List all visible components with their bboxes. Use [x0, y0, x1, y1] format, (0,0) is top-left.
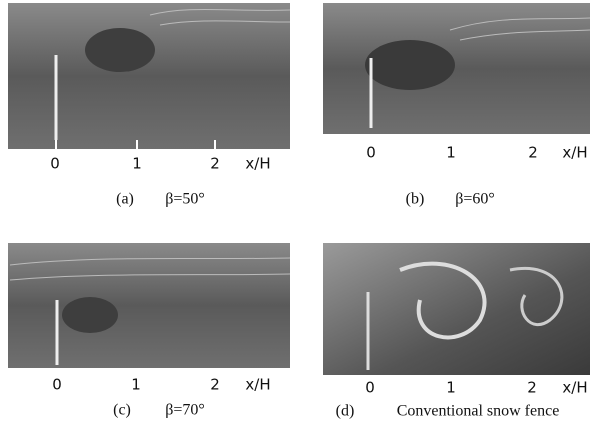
vortex: [62, 297, 118, 333]
vortex: [509, 267, 564, 327]
axis-label: x/H: [245, 376, 270, 394]
axis-label: 2: [528, 144, 538, 162]
caption: β=50°: [165, 191, 205, 208]
panel-a: 0 1 2 x/H (a) β=50°: [8, 3, 291, 208]
flow-photo: [323, 3, 590, 134]
panel-label: (b): [406, 191, 425, 208]
panel-c: 0 1 2 x/H (c) β=70°: [8, 243, 291, 419]
axis-label: x/H: [562, 144, 587, 162]
axis-label: 1: [446, 379, 456, 397]
axis-label: 1: [131, 376, 141, 394]
vortex: [85, 28, 155, 72]
axis-label: 1: [446, 144, 456, 162]
axis-label: 0: [365, 379, 375, 397]
axis-label: 0: [366, 144, 376, 162]
axis-label: 2: [527, 379, 537, 397]
axis-label: 0: [52, 376, 62, 394]
caption: β=70°: [165, 402, 205, 419]
streamline: [449, 17, 591, 41]
panel-b: 0 1 2 x/H (b) β=60°: [323, 3, 591, 208]
flow-photo: [8, 3, 290, 149]
panel-d: 0 1 2 x/H (d) Conventional snow fence: [323, 243, 590, 420]
caption: β=60°: [455, 191, 495, 208]
axis-label: 2: [210, 155, 220, 173]
streamline: [9, 257, 291, 281]
flow-photo: [323, 243, 590, 375]
flow-photo: [8, 243, 290, 368]
panel-label: (d): [336, 403, 355, 420]
vortex: [365, 40, 455, 90]
caption: Conventional snow fence: [397, 403, 560, 420]
axis-label: 2: [210, 376, 220, 394]
axis-label: x/H: [562, 379, 587, 397]
streamline: [149, 8, 291, 26]
panel-label: (c): [113, 402, 131, 419]
panel-label: (a): [116, 191, 134, 208]
vortex: [399, 261, 487, 340]
axis-label: 1: [132, 155, 142, 173]
axis-label: 0: [50, 155, 60, 173]
axis-label: x/H: [245, 155, 270, 173]
